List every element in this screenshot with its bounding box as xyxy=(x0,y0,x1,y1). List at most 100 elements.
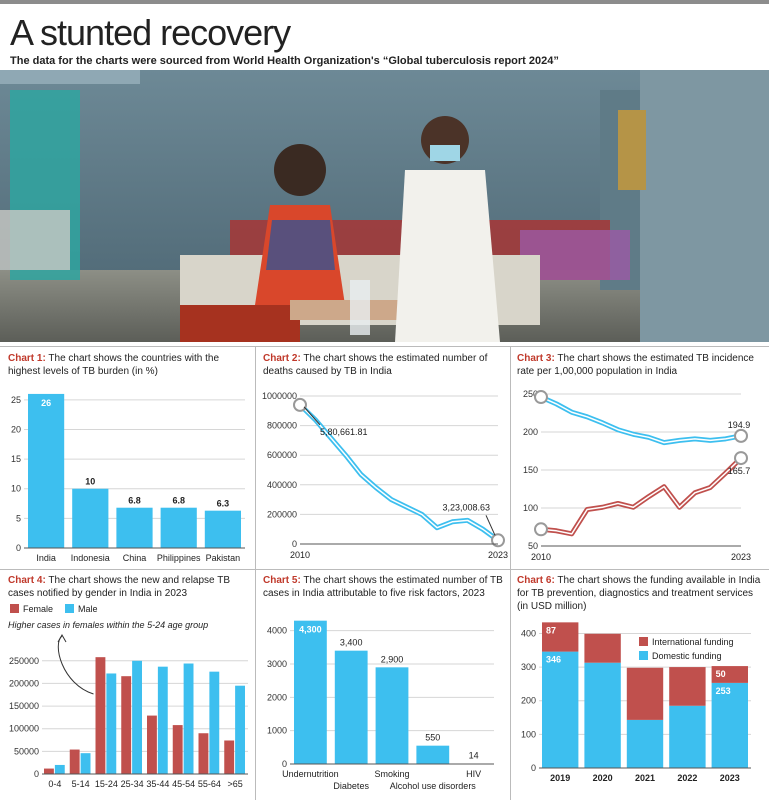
chart4-svg: Female Male Higher cases in females within… xyxy=(8,604,248,789)
x-tick-label: 55-64 xyxy=(198,779,221,789)
y-tick-label: 15 xyxy=(11,454,21,464)
bar xyxy=(44,768,54,774)
bar xyxy=(147,715,157,774)
divider xyxy=(0,569,769,570)
y-tick-label: 0 xyxy=(292,539,297,549)
y-tick-label: 300 xyxy=(521,662,536,672)
hospital-photo xyxy=(0,70,769,342)
bar-segment xyxy=(626,667,664,720)
x-tick-label: Diabetes xyxy=(333,781,369,791)
data-label: 6.3 xyxy=(217,499,230,509)
series-line-highlight xyxy=(299,404,499,541)
y-tick-label: 0 xyxy=(282,759,287,769)
y-tick-label: 0 xyxy=(531,763,536,773)
y-tick-label: 400 xyxy=(521,628,536,638)
arrow-head xyxy=(57,633,67,643)
bar xyxy=(294,620,327,764)
chart3-svg: 50 100 150 200 250 194.9 165.7 2010 2023 xyxy=(523,389,751,562)
y-tick-label: 600000 xyxy=(267,450,297,460)
leader-line xyxy=(303,406,321,426)
x-tick-label: 0-4 xyxy=(48,779,61,789)
bar xyxy=(172,725,183,774)
bar xyxy=(80,753,91,774)
bar xyxy=(28,393,65,548)
segment-label: 346 xyxy=(546,655,561,665)
x-tick-label: India xyxy=(36,553,56,563)
divider xyxy=(255,346,256,800)
x-tick-label: Undernutrition xyxy=(282,769,339,779)
y-tick-label: 25 xyxy=(11,395,21,405)
data-label: 6.8 xyxy=(172,496,185,506)
y-tick-label: 150000 xyxy=(9,701,39,711)
y-tick-label: 400000 xyxy=(267,480,297,490)
x-tick-label: 2023 xyxy=(731,552,751,562)
bar-segment xyxy=(669,705,706,768)
bar-segment xyxy=(626,719,664,768)
end-marker xyxy=(734,428,748,443)
divider xyxy=(510,346,511,800)
x-tick-label: 35-44 xyxy=(146,779,169,789)
x-tick-label: 2022 xyxy=(677,773,697,783)
page-title: A stunted recovery xyxy=(10,12,291,53)
bar xyxy=(121,676,132,774)
bar xyxy=(106,673,117,774)
y-tick-label: 50000 xyxy=(14,746,39,756)
data-label: 4,300 xyxy=(299,625,322,635)
bar xyxy=(72,488,109,548)
bar xyxy=(116,507,153,548)
annotation-text: Higher cases in females within the 5-24 … xyxy=(8,620,208,630)
y-tick-label: 800000 xyxy=(267,421,297,431)
x-tick-label: Philippines xyxy=(157,553,201,563)
y-tick-label: 100000 xyxy=(9,724,39,734)
series-line-highlight xyxy=(540,396,742,444)
end-value-label: 194.9 xyxy=(728,420,751,430)
chart5-caption: Chart 5: The chart shows the estimated n… xyxy=(263,575,503,599)
y-tick-label: 2000 xyxy=(267,692,287,702)
bar-segment xyxy=(711,682,748,768)
annotation-arrow xyxy=(57,635,94,695)
bar xyxy=(235,685,245,774)
start-marker xyxy=(293,397,307,412)
legend-label: Female xyxy=(23,604,53,614)
legend-label: Domestic funding xyxy=(652,651,722,661)
chart3-caption: Chart 3: The chart shows the estimated T… xyxy=(517,353,754,377)
end-value-label: 3,23,008.63 xyxy=(442,502,490,512)
bar xyxy=(209,671,220,774)
data-label: 6.8 xyxy=(128,496,141,506)
x-tick-label: 15-24 xyxy=(95,779,118,789)
x-tick-label: Smoking xyxy=(374,769,409,779)
end-value-label: 165.7 xyxy=(728,466,751,476)
y-tick-label: 200 xyxy=(521,696,536,706)
divider xyxy=(0,346,769,347)
data-label: 26 xyxy=(41,398,51,408)
chart4-caption: Chart 4: The chart shows the new and rel… xyxy=(8,575,230,599)
data-label: 10 xyxy=(85,477,95,487)
chart2-svg: 0 200000 400000 600000 800000 1000000 5,80,661… xyxy=(262,391,508,560)
y-tick-label: 150 xyxy=(523,465,538,475)
x-tick-label: Alcohol use disorders xyxy=(390,781,477,791)
bar-segment xyxy=(669,667,706,706)
x-tick-label: 2019 xyxy=(550,773,570,783)
bar xyxy=(95,657,106,774)
x-tick-label: 45-54 xyxy=(172,779,195,789)
x-tick-label: 2023 xyxy=(720,773,740,783)
page-subtitle: The data for the charts were sourced fro… xyxy=(10,55,559,67)
x-tick-label: Indonesia xyxy=(71,553,110,563)
bar-segment xyxy=(542,651,579,768)
series-line xyxy=(540,456,743,537)
legend-swatch xyxy=(65,604,74,613)
y-tick-label: 0 xyxy=(34,769,39,779)
bar xyxy=(157,666,168,774)
bar xyxy=(160,507,197,548)
bar xyxy=(334,650,368,764)
data-label: 2,900 xyxy=(381,654,404,664)
data-label: 14 xyxy=(469,751,479,761)
y-tick-label: 10 xyxy=(11,484,21,494)
x-tick-label: HIV xyxy=(466,769,481,779)
legend-swatch xyxy=(10,604,19,613)
x-tick-label: 25-34 xyxy=(121,779,144,789)
x-tick-label: 2020 xyxy=(593,773,613,783)
start-marker xyxy=(534,390,548,405)
y-tick-label: 50 xyxy=(528,541,538,551)
x-tick-label: 2021 xyxy=(635,773,655,783)
